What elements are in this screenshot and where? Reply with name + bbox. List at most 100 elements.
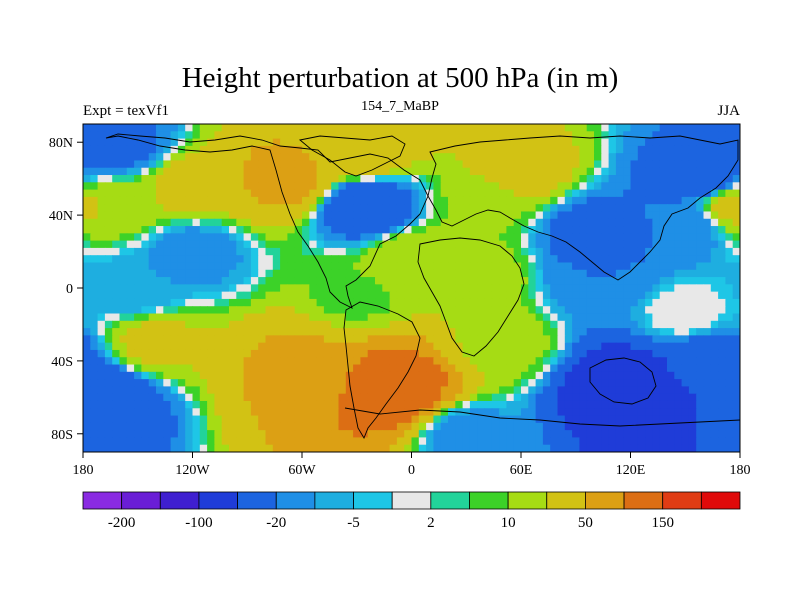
field-cell [688, 306, 697, 315]
field-cell [207, 430, 215, 439]
field-cell [389, 211, 398, 220]
field-cell [396, 291, 405, 300]
field-cell [294, 124, 303, 132]
field-cell [104, 153, 113, 162]
field-cell [302, 189, 310, 198]
field-cell [703, 226, 712, 234]
field-cell [221, 277, 230, 285]
field-cell [433, 371, 442, 380]
field-cell [484, 189, 493, 198]
field-cell [141, 437, 150, 446]
field-cell [323, 313, 332, 322]
field-cell [280, 328, 288, 336]
field-cell [557, 444, 566, 452]
field-cell [185, 204, 194, 213]
field-cell [272, 189, 281, 198]
field-cell [608, 262, 617, 271]
field-cell [411, 349, 420, 358]
colorbar-label: 150 [651, 515, 674, 531]
field-cell [528, 328, 537, 336]
field-cell [207, 408, 215, 417]
field-cell [389, 247, 398, 256]
field-cell [141, 320, 150, 329]
field-cell [601, 430, 610, 439]
field-cell [550, 408, 559, 417]
field-cell [353, 357, 361, 366]
field-cell [491, 196, 500, 205]
field-cell [667, 175, 675, 183]
field-cell [90, 371, 99, 380]
field-cell [528, 306, 537, 315]
field-cell [491, 211, 500, 220]
field-cell [243, 386, 252, 395]
field-cell [148, 284, 157, 293]
field-cell [440, 233, 449, 242]
field-cell [353, 182, 361, 191]
field-cell [688, 393, 697, 402]
field-cell [462, 342, 471, 351]
field-cell [564, 328, 573, 336]
field-cell [229, 269, 237, 278]
field-cell [287, 291, 296, 300]
field-cell [382, 138, 391, 147]
field-cell [338, 167, 347, 176]
field-cell [506, 320, 515, 329]
field-cell [382, 357, 391, 366]
field-cell [250, 306, 259, 315]
field-cell [126, 408, 135, 417]
field-cell [170, 153, 179, 162]
field-cell [404, 167, 413, 176]
field-cell [528, 430, 537, 439]
field-cell [331, 240, 340, 249]
field-cell [535, 415, 544, 424]
field-cell [455, 371, 464, 380]
field-cell [338, 233, 347, 242]
field-cell [272, 211, 281, 220]
field-cell [521, 175, 529, 183]
field-cell [90, 400, 99, 409]
field-cell [542, 269, 551, 278]
y-tick-label: 80S [51, 428, 73, 443]
field-cell [404, 240, 413, 249]
field-cell [382, 320, 391, 329]
field-cell [440, 349, 449, 358]
field-cell [484, 247, 493, 256]
field-cell [637, 291, 646, 300]
field-cell [462, 153, 471, 162]
field-cell [557, 386, 566, 395]
field-cell [506, 211, 515, 220]
field-cell [688, 313, 697, 322]
field-cell [272, 320, 281, 329]
field-cell [725, 124, 734, 132]
field-cell [477, 320, 486, 329]
field-cell [236, 153, 245, 162]
field-cell [221, 204, 230, 213]
field-cell [557, 371, 566, 380]
field-cell [594, 430, 602, 439]
field-cell [141, 255, 150, 264]
field-cell [396, 335, 405, 344]
field-cell [199, 422, 208, 431]
field-cell [667, 320, 675, 329]
field-cell [477, 247, 486, 256]
field-cell [170, 422, 179, 431]
field-cell [331, 342, 340, 351]
field-cell [185, 138, 194, 147]
field-cell [645, 291, 653, 300]
field-cell [221, 430, 230, 439]
field-cell [506, 386, 515, 395]
field-cell [418, 226, 427, 234]
field-cell [83, 233, 91, 242]
field-cell [83, 328, 91, 336]
field-cell [404, 131, 413, 140]
field-cell [688, 226, 697, 234]
field-cell [97, 160, 106, 169]
field-cell [725, 313, 734, 322]
field-cell [725, 430, 734, 439]
field-cell [83, 313, 91, 322]
field-cell [375, 182, 383, 191]
field-cell [345, 371, 354, 380]
field-cell [645, 153, 653, 162]
field-cell [104, 437, 113, 446]
field-cell [418, 298, 427, 307]
